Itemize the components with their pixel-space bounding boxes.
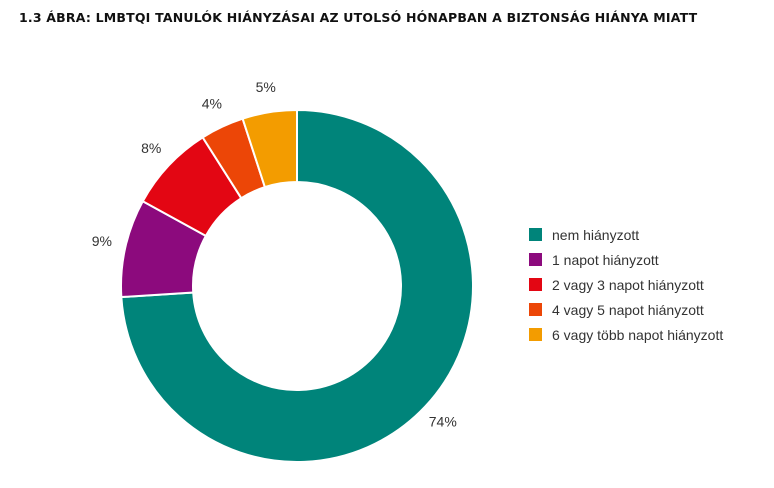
legend-item-nem-hianyzott: nem hiányzott [529, 222, 723, 247]
legend-swatch [529, 253, 542, 266]
slice-6-vagy-tobb-napot-hianyzott [241, 108, 298, 189]
legend-label: nem hiányzott [552, 226, 640, 243]
data-label-2-vagy-3-napot-hianyzott: 8% [141, 140, 161, 156]
legend-swatch [529, 278, 542, 291]
data-label-4-vagy-5-napot-hianyzott: 4% [202, 96, 222, 112]
slice-nem-hianyzott [120, 108, 474, 463]
data-label-nem-hianyzott: 74% [429, 414, 457, 430]
legend-label: 6 vagy több napot hiányzott [552, 326, 724, 343]
legend-swatch [529, 228, 542, 241]
legend-item-6-vagy-tobb-napot-hianyzott: 6 vagy több napot hiányzott [529, 322, 723, 347]
legend-swatch [529, 303, 542, 316]
legend-label: 4 vagy 5 napot hiányzott [552, 301, 704, 318]
chart-legend: nem hiányzott 1 napot hiányzott 2 vagy 3 n… [529, 222, 723, 347]
legend-item-1-napot-hianyzott: 1 napot hiányzott [529, 247, 723, 272]
data-label-6-vagy-tobb-napot-hianyzott: 5% [256, 79, 276, 95]
chart-title: 1.3 ÁBRA: LMBTQI TANULÓK HIÁNYZÁSAI AZ U… [19, 10, 698, 25]
donut-data-labels: 74% 9% 8% 4% 5% [92, 79, 457, 429]
legend-label: 1 napot hiányzott [552, 251, 659, 268]
legend-label: 2 vagy 3 napot hiányzott [552, 276, 704, 293]
data-label-1-napot-hianyzott: 9% [92, 233, 112, 249]
legend-swatch [529, 328, 542, 341]
legend-item-2-vagy-3-napot-hianyzott: 2 vagy 3 napot hiányzott [529, 272, 723, 297]
legend-item-4-vagy-5-napot-hianyzott: 4 vagy 5 napot hiányzott [529, 297, 723, 322]
donut-slices [120, 108, 474, 463]
